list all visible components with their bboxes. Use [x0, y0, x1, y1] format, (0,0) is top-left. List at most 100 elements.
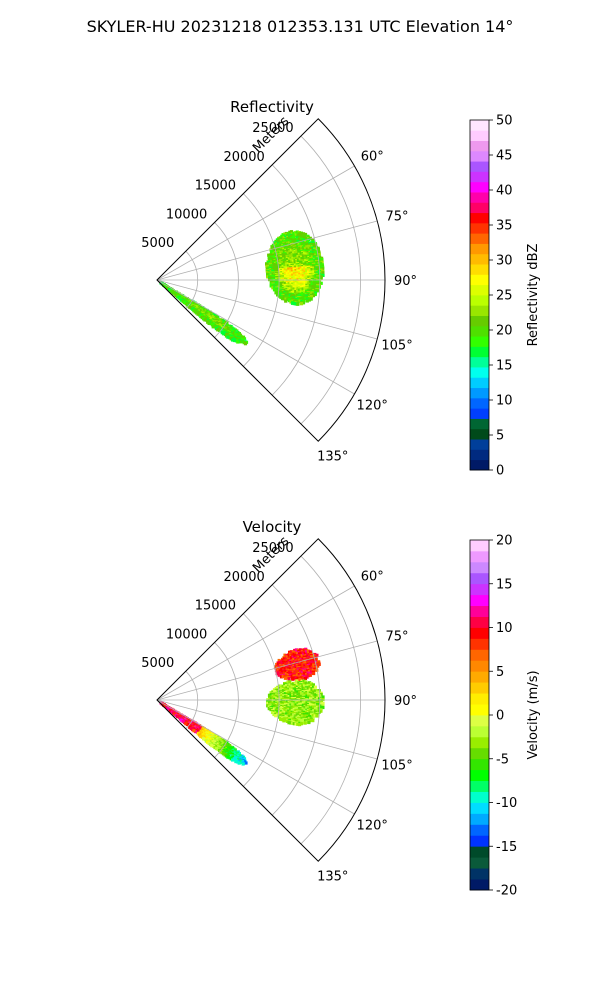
echo-cell: [312, 286, 316, 290]
colorbar-swatch: [470, 572, 489, 585]
colorbar-swatch: [470, 181, 489, 193]
echo-cell: [309, 277, 313, 281]
echo-cell: [267, 707, 271, 711]
echo-cell: [299, 686, 303, 690]
echo-cell: [282, 719, 286, 723]
echo-cell: [272, 288, 277, 292]
echo-cell: [282, 297, 286, 301]
colorbar-swatch: [470, 233, 489, 244]
colorbar-swatch: [470, 171, 489, 183]
echo-cell: [308, 712, 312, 716]
echo-cell: [303, 232, 308, 237]
colorbar-swatch: [470, 274, 489, 286]
echo-cell: [307, 279, 311, 283]
echo-cell: [283, 689, 287, 693]
echo-cell: [283, 674, 287, 678]
sector-frame: [156, 118, 386, 442]
echo-cell: [231, 758, 235, 762]
colorbar-swatch: [470, 583, 489, 596]
echo-region: [265, 230, 325, 306]
echo-cell: [298, 233, 302, 237]
echo-cell: [303, 289, 307, 293]
echo-cell: [310, 279, 314, 283]
echo-cell: [302, 681, 306, 685]
echo-cell: [316, 693, 320, 697]
echo-cell: [308, 688, 312, 692]
theta-tick-label: 75°: [386, 630, 409, 645]
theta-tick-label: 60°: [361, 570, 384, 585]
echo-cell: [312, 671, 316, 676]
colorbar-swatch: [470, 150, 489, 162]
colorbar-swatch: [470, 857, 489, 869]
radial-gridline: [156, 279, 378, 340]
colorbar-tick-label: 40: [496, 184, 513, 199]
echo-cell: [282, 295, 287, 299]
echo-cell: [272, 268, 277, 272]
colorbar-swatch: [470, 325, 489, 337]
echo-cell: [271, 250, 276, 254]
echo-cell: [284, 299, 288, 303]
echo-cell: [309, 700, 313, 704]
echo-cell: [315, 250, 319, 254]
echo-cell: [266, 701, 270, 705]
echo-cell: [290, 265, 294, 269]
colorbar-swatch: [470, 418, 489, 430]
echo-cell: [274, 706, 278, 710]
panel-title: Reflectivity: [230, 98, 314, 116]
echo-cell: [312, 685, 316, 689]
colorbar-tick-label: 10: [496, 394, 513, 409]
echo-cell: [309, 295, 314, 299]
echo-cell: [321, 701, 325, 706]
echo-cell: [301, 284, 305, 288]
echo-cell: [310, 287, 314, 291]
echo-cell: [303, 695, 307, 699]
r-tick-label: 5000: [141, 656, 174, 671]
colorbar-swatch: [470, 439, 489, 450]
echo-cell: [310, 694, 314, 698]
echo-cell: [192, 729, 196, 733]
colorbar-swatch: [470, 315, 489, 327]
echo-cell: [312, 706, 316, 710]
echo-cell: [289, 721, 293, 725]
echo-cell: [188, 305, 192, 309]
echo-cell: [291, 260, 295, 264]
echo-cell: [305, 299, 309, 303]
radial-gridline: [156, 585, 355, 701]
echo-cell: [267, 253, 271, 257]
echo-cell: [268, 697, 272, 701]
echo-cell: [280, 707, 284, 711]
colorbar-swatch: [470, 243, 489, 255]
echo-cell: [304, 655, 308, 659]
sector-outline: [156, 118, 386, 442]
echo-cell: [293, 251, 297, 255]
echo-cell: [278, 707, 282, 711]
echo-region: [266, 679, 325, 727]
echo-cell: [271, 697, 275, 701]
echo-cell: [237, 761, 241, 765]
echo-cell: [267, 273, 272, 277]
echo-cell: [268, 701, 272, 705]
echo-cell: [312, 657, 316, 661]
echo-cell: [298, 723, 302, 727]
radial-gridline: [156, 220, 378, 281]
echo-cell: [294, 290, 298, 294]
echo-cell: [273, 275, 277, 279]
echo-cell: [284, 297, 288, 301]
echo-cell: [299, 722, 304, 726]
echo-cell: [276, 271, 280, 275]
echo-cell: [287, 677, 291, 681]
colorbar-swatch: [470, 791, 489, 803]
echo-cell: [289, 666, 293, 670]
echo-cell: [312, 691, 316, 696]
echo-cell: [315, 705, 320, 709]
echo-cell: [306, 669, 310, 673]
echo-cell: [296, 651, 300, 655]
colorbar-swatch: [470, 725, 489, 738]
r-tick-label: 25000: [252, 541, 293, 556]
r-tick-label: 5000: [141, 236, 174, 251]
echo-cell: [290, 232, 294, 236]
echo-cell: [305, 720, 309, 724]
echo-cell: [313, 292, 317, 297]
echo-cell: [269, 697, 273, 701]
colorbar-swatch: [470, 202, 489, 214]
